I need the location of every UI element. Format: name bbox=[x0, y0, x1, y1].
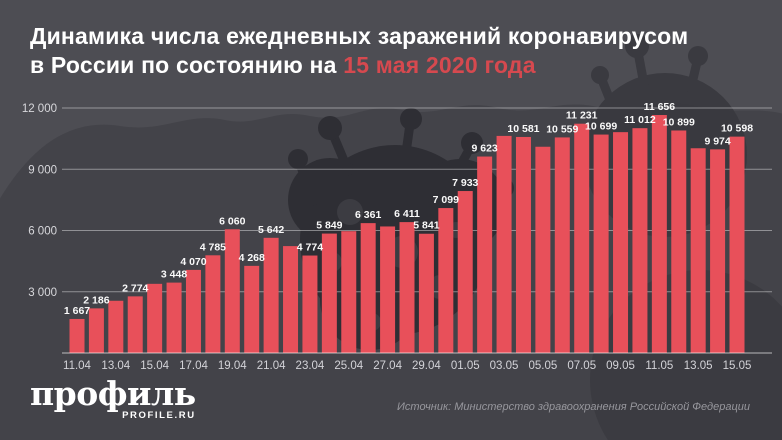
bar bbox=[341, 231, 357, 353]
source-attribution: Источник: Министерство здравоохранения Р… bbox=[397, 401, 750, 413]
bar bbox=[729, 136, 745, 353]
bar-value-label: 10 559 bbox=[546, 123, 578, 135]
bar-value-label: 4 774 bbox=[297, 242, 323, 254]
bar bbox=[205, 255, 221, 353]
bar-value-label: 4 268 bbox=[239, 252, 265, 264]
x-axis-tick-label: 09.05 bbox=[606, 360, 635, 372]
bar bbox=[710, 149, 726, 353]
bar bbox=[88, 308, 104, 353]
x-axis-tick-label: 11.04 bbox=[63, 360, 92, 372]
x-axis-tick-label: 17.04 bbox=[179, 360, 208, 372]
bar bbox=[147, 283, 163, 353]
chart-title: Динамика числа ежедневных заражений коро… bbox=[30, 22, 688, 80]
bar bbox=[515, 136, 531, 353]
bar-value-label: 10 899 bbox=[663, 116, 695, 128]
bar bbox=[321, 233, 337, 353]
profil-logo: профиль PROFILE.RU bbox=[30, 374, 196, 422]
y-axis-tick-label: 3 000 bbox=[28, 287, 57, 299]
x-axis-tick-label: 21.04 bbox=[257, 360, 286, 372]
bar bbox=[690, 148, 706, 353]
y-axis-tick-label: 6 000 bbox=[28, 226, 57, 238]
bar bbox=[477, 156, 493, 353]
bar-value-label: 7 933 bbox=[452, 177, 478, 189]
x-axis-tick-label: 05.05 bbox=[528, 360, 557, 372]
bar bbox=[671, 130, 687, 353]
bar bbox=[535, 146, 551, 353]
bar-value-label: 4 785 bbox=[200, 241, 226, 253]
bar bbox=[496, 135, 512, 353]
bar bbox=[399, 222, 415, 353]
x-axis-tick-label: 01.05 bbox=[451, 360, 480, 372]
bar-value-label: 2 774 bbox=[122, 282, 148, 294]
y-axis-tick-label: 9 000 bbox=[28, 164, 57, 176]
bar bbox=[457, 191, 473, 353]
y-axis-tick-label: 12 000 bbox=[22, 103, 57, 115]
bar bbox=[166, 282, 182, 353]
x-axis-tick-label: 15.05 bbox=[723, 360, 752, 372]
bar-value-label: 1 667 bbox=[64, 305, 90, 317]
bar-value-label: 10 699 bbox=[585, 121, 617, 133]
x-axis-tick-label: 19.04 bbox=[218, 360, 247, 372]
x-axis-tick-label: 25.04 bbox=[334, 360, 363, 372]
x-axis-tick-label: 15.04 bbox=[140, 360, 169, 372]
chart-title-line1: Динамика числа ежедневных заражений коро… bbox=[30, 23, 689, 49]
x-axis-tick-label: 07.05 bbox=[567, 360, 596, 372]
x-axis-tick-label: 27.04 bbox=[373, 360, 402, 372]
bar bbox=[127, 296, 143, 353]
bar bbox=[418, 233, 434, 353]
bar bbox=[613, 132, 629, 353]
bar-value-label: 2 186 bbox=[83, 294, 109, 306]
bar-value-label: 9 623 bbox=[472, 143, 498, 155]
profile-ru-label: PROFILE.RU bbox=[122, 410, 196, 421]
x-axis-tick-label: 13.04 bbox=[101, 360, 130, 372]
bar bbox=[185, 269, 201, 353]
bar-value-label: 4 070 bbox=[180, 256, 206, 268]
x-axis-tick-label: 29.04 bbox=[412, 360, 441, 372]
bar-value-label: 6 411 bbox=[394, 208, 420, 220]
bar-value-label: 3 448 bbox=[161, 269, 187, 281]
x-axis-tick-label: 11.05 bbox=[645, 360, 673, 372]
x-axis-tick-label: 13.05 bbox=[684, 360, 713, 372]
bar bbox=[244, 265, 260, 353]
bar-value-label: 11 656 bbox=[644, 101, 676, 113]
chart-title-line2-prefix: в России по состоянию на bbox=[30, 52, 344, 78]
chart-title-line2: в России по состоянию на 15 мая 2020 год… bbox=[30, 51, 688, 80]
x-axis-tick-label: 23.04 bbox=[296, 360, 325, 372]
bar bbox=[108, 300, 124, 353]
bar bbox=[593, 134, 609, 353]
bar bbox=[360, 223, 376, 353]
x-axis-tick-label: 03.05 bbox=[490, 360, 519, 372]
bar bbox=[380, 226, 396, 353]
bar-value-label: 10 581 bbox=[507, 123, 539, 135]
bar-value-label: 11 012 bbox=[624, 114, 656, 126]
bar-value-label: 9 974 bbox=[704, 135, 730, 147]
chart-title-date-highlight: 15 мая 2020 года bbox=[343, 52, 536, 78]
bar bbox=[651, 115, 667, 353]
bar-value-label: 5 841 bbox=[413, 220, 439, 232]
bar-value-label: 6 060 bbox=[219, 215, 245, 227]
bar-value-label: 7 099 bbox=[433, 194, 459, 206]
bar-value-label: 5 849 bbox=[316, 220, 342, 232]
bar bbox=[554, 137, 570, 353]
bar bbox=[283, 246, 299, 353]
bar bbox=[263, 237, 279, 353]
bar bbox=[69, 318, 85, 353]
bar-value-label: 6 361 bbox=[355, 209, 381, 221]
bar bbox=[574, 123, 590, 354]
bar-value-label: 10 598 bbox=[721, 123, 753, 135]
bar-value-label: 5 642 bbox=[258, 224, 284, 236]
bar bbox=[438, 208, 454, 353]
bar-value-label: 11 231 bbox=[566, 110, 598, 122]
bar bbox=[224, 229, 240, 353]
bar bbox=[302, 255, 318, 353]
bar bbox=[632, 128, 648, 353]
profil-logo-wordmark: профиль bbox=[30, 374, 196, 413]
